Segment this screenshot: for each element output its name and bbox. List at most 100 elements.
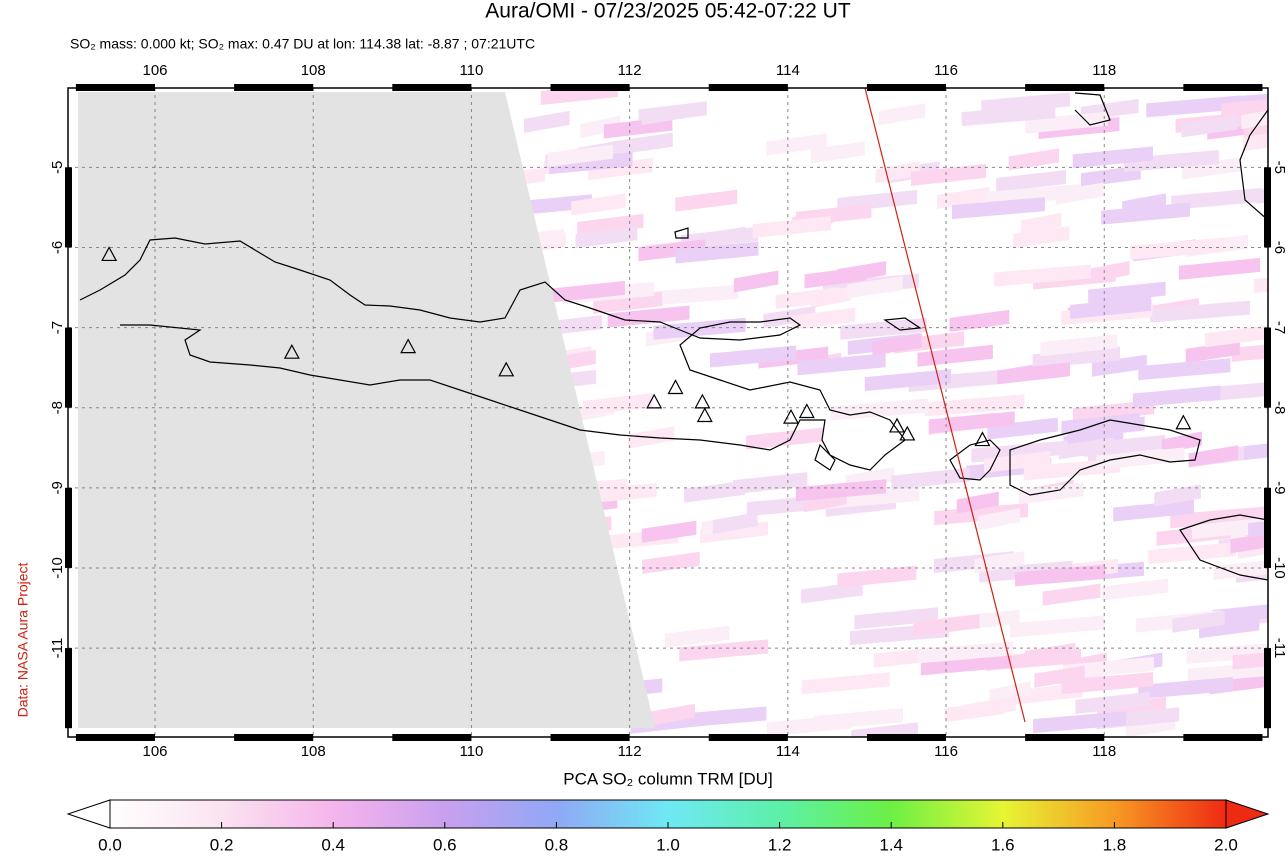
retrieval-pixel bbox=[712, 512, 758, 535]
retrieval-pixel bbox=[1241, 110, 1268, 130]
retrieval-pixel bbox=[1075, 691, 1150, 714]
retrieval-pixel bbox=[1275, 357, 1288, 379]
colorbar bbox=[109, 799, 1227, 829]
volcano bbox=[889, 417, 906, 433]
retrieval-pixel bbox=[1205, 325, 1268, 348]
retrieval-pixel bbox=[1020, 212, 1062, 235]
volcano bbox=[798, 403, 815, 419]
retrieval-pixel bbox=[840, 317, 927, 340]
retrieval-pixel bbox=[949, 309, 1010, 332]
retrieval-pixel bbox=[989, 681, 1031, 704]
y-tick-label-left: -8 bbox=[49, 401, 66, 414]
retrieval-pixel bbox=[1150, 300, 1251, 323]
retrieval-pixel bbox=[540, 88, 618, 106]
retrieval-pixel bbox=[1232, 652, 1268, 670]
retrieval-pixel bbox=[548, 280, 625, 303]
retrieval-pixel bbox=[825, 486, 920, 509]
retrieval-pixel bbox=[1130, 237, 1225, 260]
retrieval-pixel bbox=[649, 703, 695, 726]
y-tick-label-right: -9 bbox=[1271, 481, 1288, 494]
retrieval-pixel bbox=[917, 344, 993, 367]
retrieval-pixel bbox=[908, 369, 1002, 392]
retrieval-pixel bbox=[945, 700, 1004, 723]
retrieval-pixel bbox=[864, 369, 952, 392]
retrieval-pixel bbox=[1205, 382, 1268, 402]
retrieval-pixel bbox=[872, 333, 922, 356]
retrieval-pixel bbox=[1034, 665, 1085, 688]
x-tick-label-top: 108 bbox=[301, 62, 326, 79]
grid bbox=[68, 88, 1268, 737]
retrieval-pixel bbox=[1061, 672, 1154, 695]
x-tick-label-bottom: 110 bbox=[459, 743, 483, 760]
retrieval-pixel bbox=[801, 672, 890, 695]
y-tick-label-right: -10 bbox=[1271, 557, 1288, 579]
retrieval-pixel bbox=[1013, 225, 1070, 248]
retrieval-pixel bbox=[1008, 148, 1059, 171]
retrieval-pixel bbox=[1032, 346, 1121, 369]
retrieval-pixel bbox=[1132, 385, 1221, 408]
colorbar-tick-label: 0.4 bbox=[321, 835, 345, 854]
retrieval-pixel bbox=[997, 362, 1071, 385]
retrieval-pixel bbox=[913, 614, 980, 637]
retrieval-pixel bbox=[679, 639, 769, 662]
y-tick-label-right: -5 bbox=[1271, 161, 1288, 174]
y-tick-label-right: -6 bbox=[1271, 241, 1288, 254]
retrieval-pixel bbox=[1185, 340, 1240, 363]
x-tick-label-bottom: 106 bbox=[142, 743, 167, 760]
retrieval-pixel bbox=[582, 393, 654, 416]
x-tick-label-bottom: 108 bbox=[301, 743, 326, 760]
x-tick-label-top: 110 bbox=[459, 62, 483, 79]
retrieval-pixel bbox=[1199, 616, 1260, 639]
retrieval-pixel bbox=[891, 467, 970, 490]
retrieval-pixel bbox=[987, 417, 1058, 440]
volcano bbox=[283, 343, 300, 359]
retrieval-pixel bbox=[641, 520, 697, 543]
retrieval-pixel bbox=[956, 491, 999, 514]
retrieval-pixel bbox=[851, 722, 919, 737]
volcano bbox=[646, 393, 663, 409]
frame-border bbox=[67, 87, 1269, 738]
no-data-region bbox=[78, 92, 655, 728]
map-area bbox=[68, 88, 1288, 737]
retrieval-pixel bbox=[1172, 610, 1225, 633]
retrieval-pixel bbox=[971, 440, 1068, 463]
volcano bbox=[400, 338, 417, 354]
retrieval-pixel bbox=[961, 104, 1056, 127]
y-tick-label-left: -7 bbox=[49, 321, 66, 334]
axes: 106 106 108 108 110 110 112 112 114 114 116 116 118 1… bbox=[49, 62, 1288, 760]
title: Aura/OMI - 07/23/2025 05:42-07:22 UT bbox=[485, 0, 851, 23]
retrieval-pixel bbox=[1231, 344, 1268, 362]
colorbar-tick-label: 0.0 bbox=[98, 835, 122, 854]
colorbar-tick-label: 0.2 bbox=[210, 835, 234, 854]
x-tick-label-top: 114 bbox=[776, 62, 800, 79]
retrieval-pixel bbox=[830, 398, 928, 421]
retrieval-pixel bbox=[984, 450, 1051, 473]
retrieval-pixel bbox=[775, 286, 840, 309]
orbit-track bbox=[864, 88, 1026, 723]
volcano bbox=[899, 425, 916, 441]
retrieval-pixel bbox=[710, 345, 797, 368]
y-tick-label-left: -9 bbox=[49, 481, 66, 494]
retrieval-pixel bbox=[593, 292, 663, 315]
retrieval-pixel bbox=[1248, 521, 1268, 537]
x-tick-label-bottom: 112 bbox=[618, 743, 642, 760]
retrieval-pixel bbox=[1070, 296, 1152, 319]
y-tick-label-right: -7 bbox=[1271, 321, 1288, 334]
retrieval-pixel bbox=[1018, 482, 1084, 505]
retrieval-pixel bbox=[766, 133, 827, 156]
retrieval-pixel bbox=[1146, 95, 1242, 118]
retrieval-pixel bbox=[607, 305, 690, 328]
retrieval-pixel bbox=[1244, 443, 1268, 461]
retrieval-pixel bbox=[847, 276, 903, 299]
retrieval-pixel bbox=[616, 132, 673, 155]
retrieval-pixel bbox=[1253, 277, 1268, 293]
retrieval-pixel bbox=[1213, 560, 1268, 580]
retrieval-pixel bbox=[1123, 150, 1219, 173]
y-tick-label-right: -11 bbox=[1271, 638, 1288, 659]
retrieval-pixel bbox=[952, 197, 1045, 220]
volcano bbox=[101, 246, 118, 262]
x-tick-label-top: 116 bbox=[934, 62, 958, 79]
x-tick-label-top: 118 bbox=[1092, 62, 1116, 79]
coastlines bbox=[79, 92, 1268, 581]
